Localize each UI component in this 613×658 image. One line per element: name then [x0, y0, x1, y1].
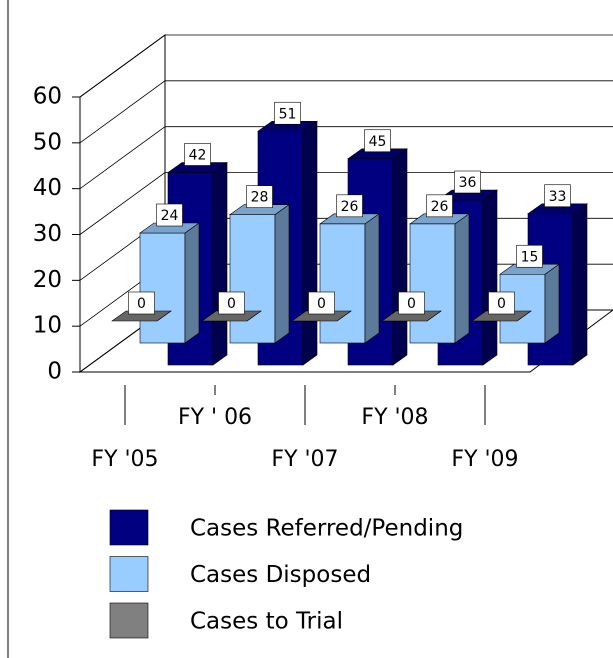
- bar: [111, 310, 172, 322]
- bar: [319, 213, 380, 344]
- bar: [139, 222, 200, 344]
- y-tick-label: 50: [33, 129, 62, 155]
- x-tick-label: FY '08: [361, 405, 428, 430]
- bar-side: [302, 120, 318, 366]
- y-tick-label: 60: [33, 84, 62, 110]
- bar-side: [454, 213, 470, 344]
- x-tick-label: FY '05: [91, 447, 158, 472]
- bar-side: [364, 213, 380, 344]
- bar-top: [347, 148, 408, 160]
- data-label: 45: [369, 134, 387, 150]
- data-label: 26: [431, 199, 449, 215]
- data-label-box: [336, 194, 363, 218]
- data-label: 24: [161, 208, 179, 224]
- data-label: 0: [317, 296, 326, 312]
- legend-swatch: [109, 602, 149, 639]
- data-label-box: [454, 170, 481, 194]
- bar: [409, 213, 470, 344]
- grid-line: [79, 34, 613, 98]
- x-tick-label: FY '09: [451, 447, 518, 472]
- legend-label: Cases Referred/Pending: [190, 516, 463, 542]
- bar-top: [139, 222, 200, 234]
- data-label-box: [156, 203, 183, 227]
- bar-top: [409, 213, 470, 225]
- data-label-box: [246, 185, 273, 208]
- bar-top: [291, 310, 352, 322]
- data-label: 36: [459, 175, 477, 191]
- bar: [229, 204, 290, 344]
- data-label: 0: [407, 296, 416, 312]
- bar-front: [409, 223, 456, 344]
- legend-swatch: [109, 509, 149, 546]
- x-tick-label: FY '07: [271, 447, 338, 472]
- x-tick-label: FY ' 06: [178, 405, 252, 430]
- bar: [201, 310, 262, 322]
- data-label-box: [516, 244, 543, 268]
- bar: [291, 310, 352, 322]
- bar-side: [544, 263, 560, 344]
- data-label: 28: [251, 190, 269, 206]
- bar-top: [111, 310, 172, 322]
- y-tick-label: 10: [33, 313, 62, 339]
- bar-top: [471, 310, 532, 322]
- y-tick-label: 40: [33, 175, 62, 201]
- grid-line: [79, 126, 613, 189]
- data-label: 15: [521, 249, 539, 265]
- bar-top: [319, 213, 380, 225]
- bar-side: [274, 204, 290, 344]
- data-label-box: [128, 291, 155, 315]
- data-label: 33: [549, 189, 567, 205]
- data-label: 0: [227, 296, 236, 312]
- grid-line: [79, 80, 613, 144]
- bar-top: [381, 310, 442, 322]
- data-label: 51: [279, 106, 297, 122]
- bar: [381, 310, 442, 322]
- bar-front: [139, 232, 186, 344]
- data-label-box: [544, 184, 571, 208]
- bar-top: [257, 120, 318, 132]
- data-label-box: [184, 143, 211, 166]
- bar-side: [572, 203, 588, 366]
- bar-top: [499, 263, 560, 275]
- bar-front: [229, 214, 276, 344]
- bar-side: [482, 189, 498, 366]
- data-label-box: [218, 291, 245, 315]
- bar-top: [201, 310, 262, 322]
- bar-top: [229, 204, 290, 215]
- y-tick-label: 20: [33, 267, 62, 293]
- data-label-box: [488, 291, 515, 315]
- data-label-box: [426, 194, 453, 218]
- data-label-box: [398, 291, 425, 315]
- bar-side: [392, 148, 408, 366]
- bar-side: [212, 161, 228, 366]
- legend-label: Cases to Trial: [190, 609, 343, 635]
- legend-label: Cases Disposed: [190, 562, 371, 588]
- y-tick-label: 0: [47, 359, 62, 385]
- bar-front: [319, 223, 366, 344]
- data-label: 42: [189, 148, 207, 164]
- bar-top: [527, 203, 588, 215]
- data-label: 26: [341, 199, 359, 215]
- bar-top: [167, 162, 228, 173]
- y-tick-label: 30: [33, 221, 62, 247]
- data-label-box: [364, 129, 391, 153]
- legend-swatch: [109, 556, 149, 592]
- bar-side: [184, 222, 200, 344]
- data-label-box: [308, 291, 335, 315]
- bar: [471, 310, 532, 322]
- data-label: 0: [497, 296, 506, 312]
- data-label: 0: [137, 296, 146, 312]
- data-label-box: [274, 101, 301, 125]
